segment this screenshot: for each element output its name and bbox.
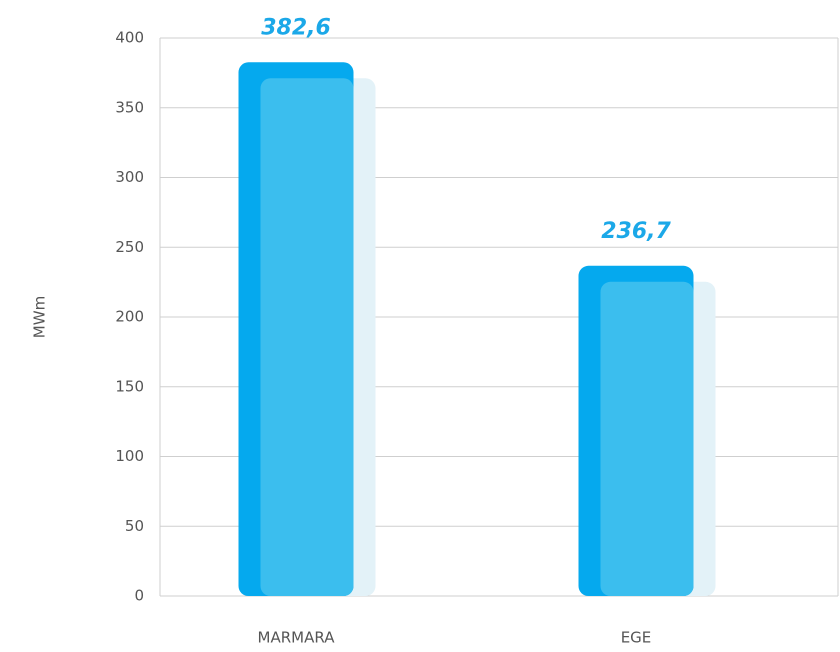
value-label: 236,7 [601, 219, 671, 244]
y-tick-label: 200 [115, 308, 144, 326]
y-tick-label: 0 [134, 587, 144, 605]
y-axis-label: MWm [31, 296, 49, 338]
y-tick-label: 400 [115, 29, 144, 47]
y-tick-label: 100 [115, 447, 144, 465]
x-tick-label: EGE [621, 629, 652, 647]
value-label: 382,6 [261, 15, 331, 40]
y-tick-label: 350 [115, 98, 144, 116]
y-tick-label: 250 [115, 238, 144, 256]
y-tick-label: 150 [115, 377, 144, 395]
bar-highlight [260, 78, 354, 596]
y-tick-label: 300 [115, 168, 144, 186]
bar-highlight [600, 281, 694, 596]
y-tick-label: 50 [125, 517, 144, 535]
x-tick-label: MARMARA [258, 629, 336, 647]
